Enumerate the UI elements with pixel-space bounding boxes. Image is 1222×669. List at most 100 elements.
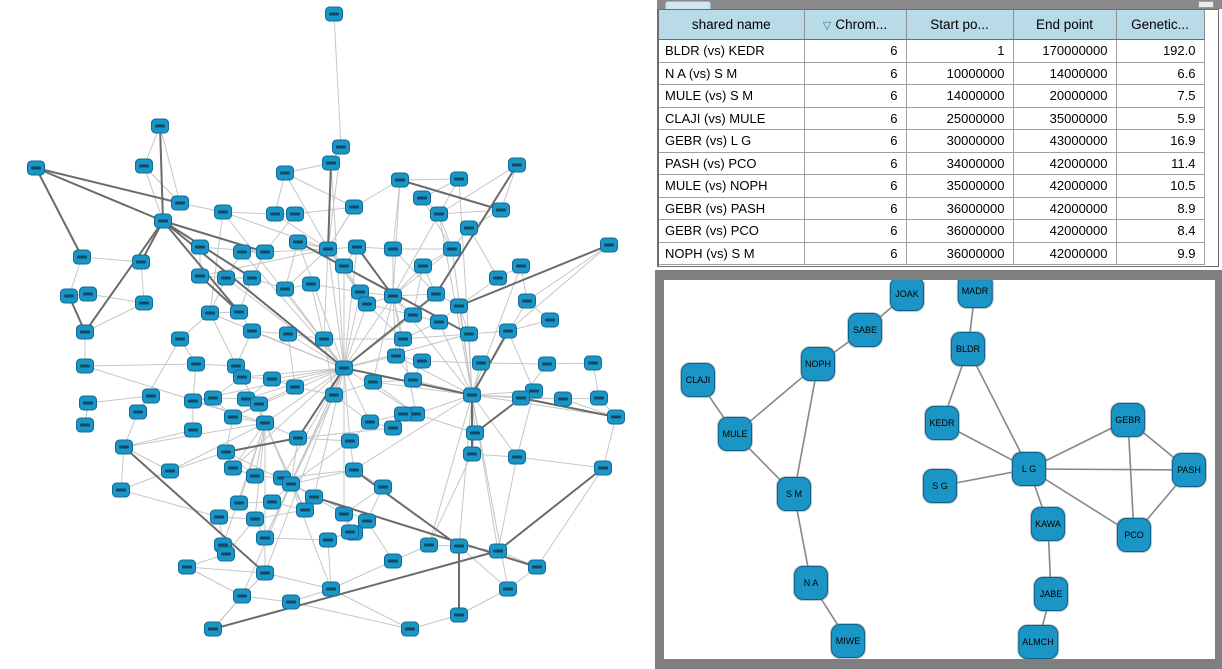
network-node-jabe[interactable]: JABE	[1034, 577, 1068, 611]
table-cell[interactable]: 16.9	[1116, 129, 1205, 153]
table-cell[interactable]: MULE (vs) S M	[659, 84, 805, 108]
table-cell[interactable]: 6	[804, 129, 907, 153]
overview-edge	[222, 211, 329, 250]
table-cell[interactable]: 7.5	[1116, 84, 1205, 108]
table-cell[interactable]: 20000000	[1013, 84, 1117, 108]
detail-edge[interactable]	[1028, 468, 1135, 536]
overview-edge-dark	[399, 179, 502, 211]
column-header-4[interactable]: Genetic...	[1116, 10, 1205, 40]
table-cell[interactable]: GEBR (vs) L G	[659, 129, 805, 153]
table-cell[interactable]: 6	[804, 219, 907, 243]
table-cell[interactable]: 43000000	[1013, 129, 1117, 153]
table-cell[interactable]: 6	[804, 242, 907, 265]
overview-edge	[199, 246, 266, 253]
table-cell[interactable]: 25000000	[906, 107, 1014, 130]
table-cell[interactable]: 42000000	[1013, 219, 1117, 243]
detail-edge[interactable]	[1127, 419, 1135, 536]
network-node-miwe[interactable]: MIWE	[831, 624, 865, 658]
table-cell[interactable]: 8.9	[1116, 197, 1205, 220]
table-cell[interactable]: PASH (vs) PCO	[659, 152, 805, 175]
column-header-0[interactable]: shared name	[659, 10, 805, 40]
network-node-almch[interactable]: ALMCH	[1018, 625, 1058, 659]
table-cell[interactable]: 6	[804, 62, 907, 85]
table-cell[interactable]: 30000000	[906, 129, 1014, 153]
overview-node-label	[260, 536, 270, 540]
network-node-bldr[interactable]: BLDR	[951, 332, 985, 366]
network-node-s-m[interactable]: S M	[777, 477, 811, 511]
table-cell[interactable]: 35000000	[1013, 107, 1117, 130]
table-cell[interactable]: CLAJI (vs) MULE	[659, 107, 805, 130]
table-cell[interactable]: 14000000	[906, 84, 1014, 108]
network-node-s-g[interactable]: S G	[923, 469, 957, 503]
table-cell[interactable]: NOPH (vs) S M	[659, 242, 805, 265]
network-node-mule[interactable]: MULE	[718, 417, 752, 451]
table-cell[interactable]: GEBR (vs) PASH	[659, 197, 805, 220]
table-cell[interactable]: GEBR (vs) PCO	[659, 219, 805, 243]
filter-icon[interactable]: ▽	[822, 20, 832, 32]
table-cell[interactable]: 8.4	[1116, 219, 1205, 243]
table-cell[interactable]: 36000000	[906, 197, 1014, 220]
network-node-kedr[interactable]: KEDR	[925, 406, 959, 440]
table-cell[interactable]: 170000000	[1013, 39, 1117, 63]
table-row[interactable]: GEBR (vs) PASH 6 36000000 42000000 8.9	[659, 197, 1218, 220]
column-header-1[interactable]: ▽ Chrom...	[804, 10, 907, 40]
overview-edge	[264, 367, 345, 424]
table-row[interactable]: BLDR (vs) KEDR 6 1 170000000 192.0	[659, 39, 1218, 63]
overview-network-canvas[interactable]	[0, 0, 655, 669]
table-cell[interactable]: 35000000	[906, 174, 1014, 198]
overview-node-label	[388, 559, 398, 563]
detail-edge[interactable]	[967, 348, 1030, 470]
table-row[interactable]: CLAJI (vs) MULE 6 25000000 35000000 5.9	[659, 107, 1218, 130]
table-cell[interactable]: 42000000	[1013, 242, 1117, 265]
network-node-l-g[interactable]: L G	[1012, 452, 1046, 486]
detail-network-canvas[interactable]: JOAK MADR SABE NOPH BLDR CLAJI MULE KEDR GEBR L G…	[664, 280, 1215, 659]
table-cell[interactable]: 10.5	[1116, 174, 1205, 198]
table-cell[interactable]: 1	[906, 39, 1014, 63]
table-cell[interactable]: 42000000	[1013, 197, 1117, 220]
table-cell[interactable]: 6	[804, 174, 907, 198]
table-cell[interactable]: 9.9	[1116, 242, 1205, 265]
table-cell[interactable]: 10000000	[906, 62, 1014, 85]
table-row[interactable]: MULE (vs) S M 6 14000000 20000000 7.5	[659, 84, 1218, 108]
table-cell[interactable]: 6	[804, 107, 907, 130]
table-cell[interactable]: 42000000	[1013, 152, 1117, 175]
network-node-noph[interactable]: NOPH	[800, 347, 836, 381]
table-row[interactable]: N A (vs) S M 6 10000000 14000000 6.6	[659, 62, 1218, 85]
network-node-claji[interactable]: CLAJI	[681, 363, 715, 397]
table-cell[interactable]: 6.6	[1116, 62, 1205, 85]
column-header-2[interactable]: Start po...	[906, 10, 1014, 40]
column-header-3[interactable]: End point	[1013, 10, 1117, 40]
table-cell[interactable]: BLDR (vs) KEDR	[659, 39, 805, 63]
network-node-madr[interactable]: MADR	[957, 280, 993, 308]
detail-edge[interactable]	[793, 363, 819, 495]
overview-node-label	[594, 396, 604, 400]
table-row[interactable]: GEBR (vs) L G 6 30000000 43000000 16.9	[659, 129, 1218, 153]
network-node-kawa[interactable]: KAWA	[1031, 507, 1065, 541]
table-tab-fragment[interactable]	[665, 1, 711, 9]
table-cell[interactable]: N A (vs) S M	[659, 62, 805, 85]
table-cell[interactable]: 6	[804, 197, 907, 220]
table-row[interactable]: GEBR (vs) PCO 6 36000000 42000000 8.4	[659, 219, 1218, 243]
network-node-pco[interactable]: PCO	[1117, 518, 1151, 552]
table-cell[interactable]: 36000000	[906, 242, 1014, 265]
table-cell[interactable]: 6	[804, 152, 907, 175]
network-node-sabe[interactable]: SABE	[848, 313, 882, 347]
network-node-joak[interactable]: JOAK	[890, 280, 924, 311]
table-cell[interactable]: 11.4	[1116, 152, 1205, 175]
table-cell[interactable]: 192.0	[1116, 39, 1205, 63]
table-cell[interactable]: 42000000	[1013, 174, 1117, 198]
network-node-n-a[interactable]: N A	[794, 566, 828, 600]
table-row[interactable]: PASH (vs) PCO 6 34000000 42000000 11.4	[659, 152, 1218, 175]
network-node-pash[interactable]: PASH	[1172, 453, 1206, 487]
table-cell[interactable]: 5.9	[1116, 107, 1205, 130]
network-node-gebr[interactable]: GEBR	[1111, 403, 1145, 437]
table-cell[interactable]: 14000000	[1013, 62, 1117, 85]
table-row[interactable]: NOPH (vs) S M 6 36000000 42000000 9.9	[659, 242, 1218, 265]
table-cell[interactable]: 6	[804, 84, 907, 108]
table-cell[interactable]: MULE (vs) NOPH	[659, 174, 805, 198]
table-cell[interactable]: 6	[804, 39, 907, 63]
table-cell[interactable]: 34000000	[906, 152, 1014, 175]
detail-edge[interactable]	[1028, 468, 1190, 471]
table-cell[interactable]: 36000000	[906, 219, 1014, 243]
table-row[interactable]: MULE (vs) NOPH 6 35000000 42000000 10.5	[659, 174, 1218, 198]
